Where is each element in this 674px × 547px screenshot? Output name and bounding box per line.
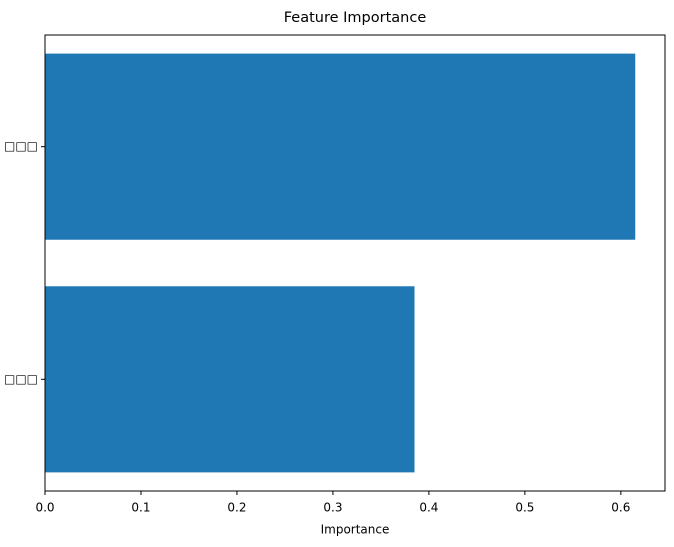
x-tick-label: 0.4: [419, 501, 438, 515]
plot-frame: [44, 34, 666, 492]
bar: [45, 53, 636, 240]
x-tick-label: 0.0: [35, 501, 54, 515]
y-tick-label: □□□: [4, 139, 38, 153]
chart-title: Feature Importance: [284, 10, 427, 26]
bar: [45, 286, 415, 473]
x-axis-label: Importance: [321, 523, 390, 537]
y-tick-label: □□□: [4, 372, 38, 386]
x-tick-label: 0.5: [515, 501, 534, 515]
x-tick-label: 0.2: [227, 501, 246, 515]
x-tick-label: 0.3: [323, 501, 342, 515]
x-tick-label: 0.1: [131, 501, 150, 515]
x-tick-label: 0.6: [611, 501, 630, 515]
